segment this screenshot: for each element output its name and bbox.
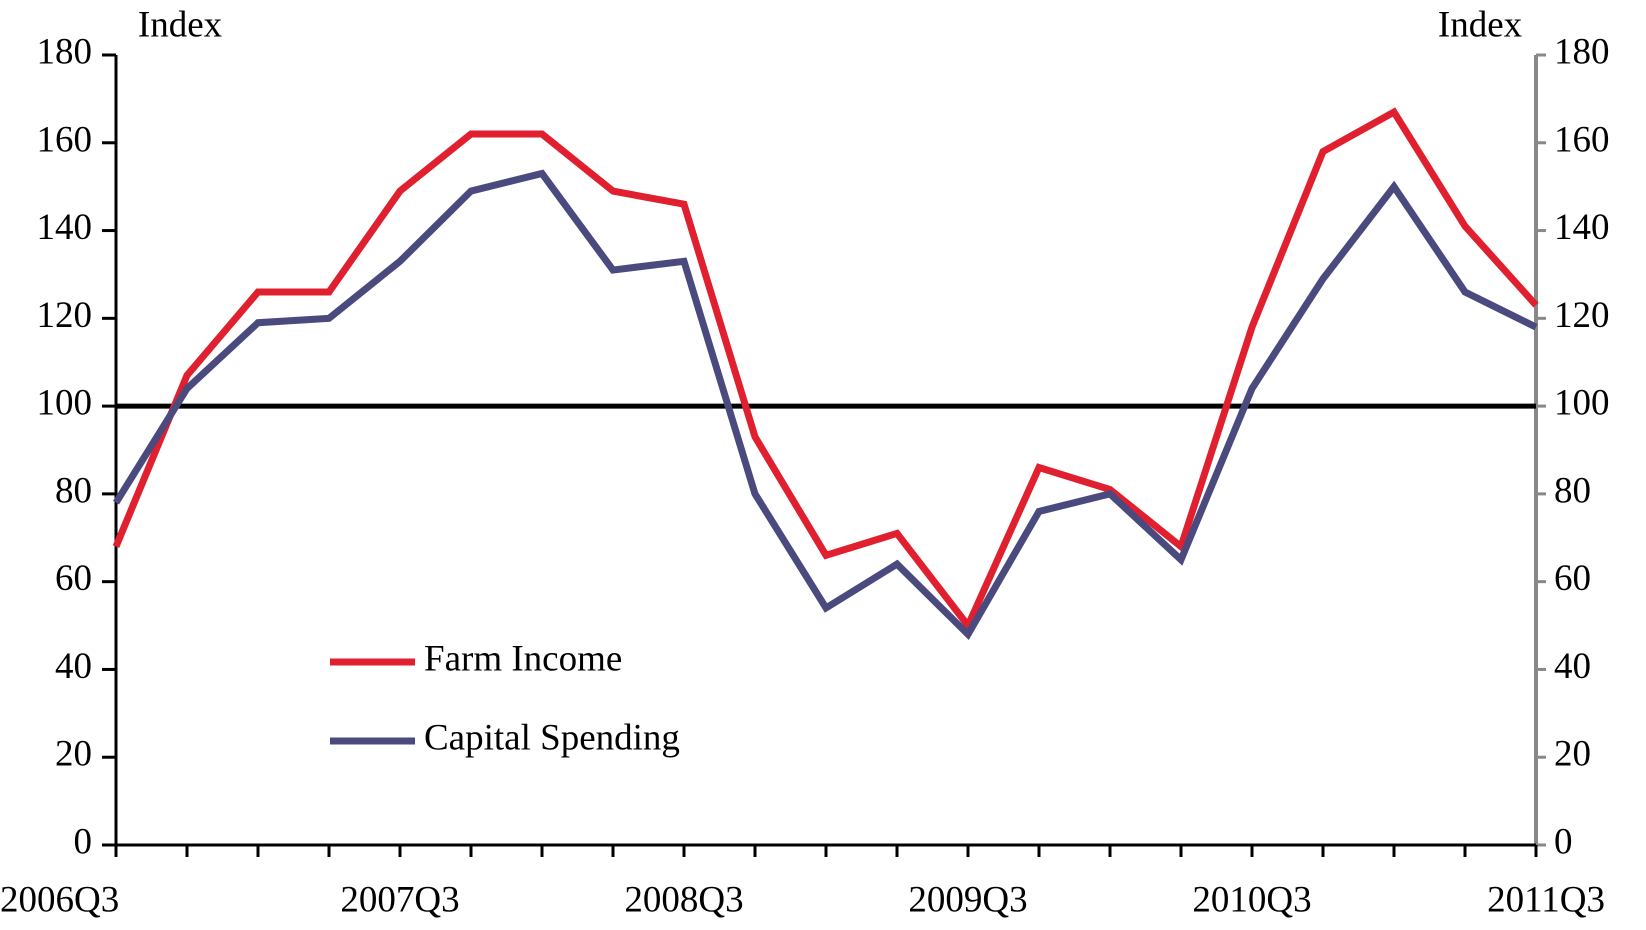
y2-tick-label: 60 xyxy=(1554,558,1591,599)
y-tick-label: 40 xyxy=(55,646,92,687)
y-tick-label: 80 xyxy=(55,470,92,511)
y2-tick-label: 180 xyxy=(1554,31,1610,72)
y-tick-label: 60 xyxy=(55,558,92,599)
y2-tick-label: 160 xyxy=(1554,119,1610,160)
y-tick-label: 0 xyxy=(74,821,93,862)
y-tick-label: 140 xyxy=(37,207,93,248)
y2-tick-label: 80 xyxy=(1554,470,1591,511)
y2-tick-label: 140 xyxy=(1554,207,1610,248)
y2-tick-label: 100 xyxy=(1554,383,1610,424)
series-line xyxy=(113,169,1538,641)
y2-tick-label: 20 xyxy=(1554,734,1591,775)
y2-tick-label: 40 xyxy=(1554,646,1591,687)
x-tick-label: 2006Q3 xyxy=(0,879,119,920)
y2-axis-label: Index xyxy=(1438,4,1523,45)
legend-label: Farm Income xyxy=(424,638,622,679)
x-tick-label: 2007Q3 xyxy=(340,879,459,920)
y-axis-label: Index xyxy=(138,4,223,45)
x-tick-label: 2011Q3 xyxy=(1487,879,1605,920)
y2-tick-label: 120 xyxy=(1554,295,1610,336)
y-tick-label: 180 xyxy=(37,31,93,72)
legend-label: Capital Spending xyxy=(424,717,680,758)
y-tick-label: 120 xyxy=(37,295,93,336)
y-tick-label: 20 xyxy=(55,734,92,775)
x-tick-label: 2008Q3 xyxy=(624,879,743,920)
y-tick-label: 160 xyxy=(37,119,93,160)
y2-tick-label: 0 xyxy=(1554,821,1573,862)
y-tick-label: 100 xyxy=(37,383,93,424)
x-tick-label: 2010Q3 xyxy=(1192,879,1311,920)
x-tick-label: 2009Q3 xyxy=(908,879,1027,920)
series-line xyxy=(112,107,1539,633)
